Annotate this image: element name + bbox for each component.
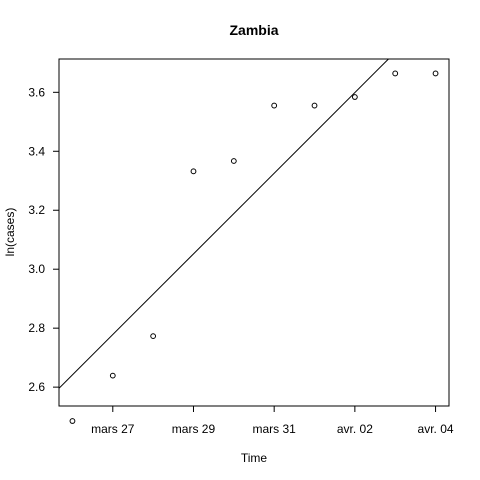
y-tick-label: 3.2 bbox=[28, 203, 45, 217]
data-point bbox=[190, 168, 197, 175]
y-tick-label: 2.8 bbox=[28, 321, 45, 335]
x-tick-label: mars 29 bbox=[172, 422, 216, 436]
data-point bbox=[351, 94, 358, 100]
data-point bbox=[69, 418, 76, 424]
data-point bbox=[230, 158, 237, 164]
data-point bbox=[271, 102, 278, 109]
y-tick-label: 3.4 bbox=[28, 144, 45, 158]
fit-line-group bbox=[58, 58, 389, 389]
y-axis: 2.6 2.8 3.0 3.2 3.4 3.6 bbox=[28, 85, 60, 394]
data-point bbox=[392, 70, 399, 77]
y-tick-label: 3.6 bbox=[28, 85, 45, 99]
data-points bbox=[69, 70, 439, 424]
x-tick-label: avr. 02 bbox=[337, 422, 373, 436]
x-axis: mars 27 mars 29 mars 31 avr. 02 avr. 04 bbox=[91, 405, 454, 436]
y-tick-label: 2.6 bbox=[28, 380, 45, 394]
chart-title: Zambia bbox=[229, 22, 278, 38]
data-point bbox=[150, 333, 157, 340]
data-point bbox=[311, 102, 318, 109]
y-axis-label: ln(cases) bbox=[3, 208, 17, 257]
fit-line bbox=[58, 58, 389, 389]
y-tick-label: 3.0 bbox=[28, 262, 45, 276]
x-tick-label: mars 31 bbox=[252, 422, 296, 436]
x-tick-label: avr. 04 bbox=[418, 422, 454, 436]
x-tick-label: mars 27 bbox=[91, 422, 135, 436]
x-axis-label: Time bbox=[241, 451, 268, 465]
data-point bbox=[109, 372, 116, 379]
data-point bbox=[432, 70, 439, 77]
